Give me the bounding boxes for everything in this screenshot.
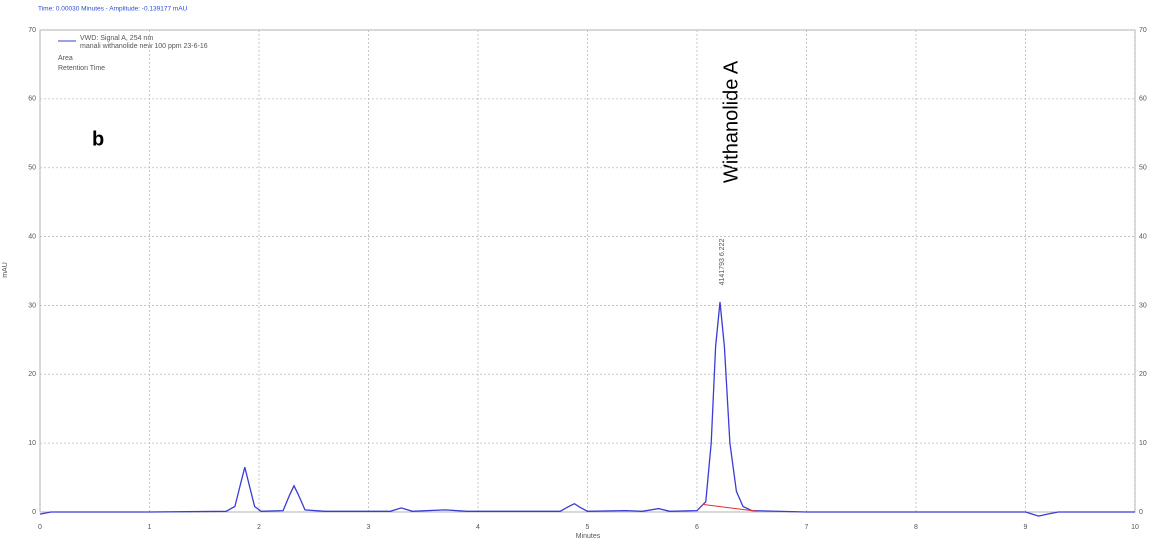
y-tick-label: 0 [32, 509, 36, 516]
y-tick-label-right: 30 [1139, 302, 1147, 309]
integration-baseline [702, 503, 758, 512]
peak-label: 4141793 6.222 [719, 239, 726, 286]
y-tick-label-right: 50 [1139, 165, 1147, 172]
y-tick-label-right: 60 [1139, 96, 1147, 103]
x-tick-label: 10 [1131, 524, 1139, 531]
header: Time: 0.00030 Minutes - Amplitude: -0.13… [38, 6, 188, 13]
y-tick-label: 50 [28, 165, 36, 172]
y-tick-label-right: 40 [1139, 233, 1147, 240]
signal-line [39, 301, 1135, 517]
x-tick-label: 9 [1024, 524, 1028, 531]
y-tick-label: 40 [28, 233, 36, 240]
y-tick-label-right: 10 [1139, 440, 1147, 447]
x-tick-label: 5 [586, 524, 590, 531]
y-tick-label: 30 [28, 302, 36, 309]
y-tick-label: 60 [28, 96, 36, 103]
x-axis-label: Minutes [576, 533, 601, 540]
y-tick-label: 10 [28, 440, 36, 447]
x-tick-label: 8 [914, 524, 918, 531]
peak-annotation: Withanolide A [720, 60, 742, 183]
x-tick-label: 7 [805, 524, 809, 531]
legend-line: Area [58, 55, 73, 62]
x-tick-label: 0 [38, 524, 42, 531]
y-tick-label-right: 20 [1139, 371, 1147, 378]
x-tick-label: 2 [257, 524, 261, 531]
x-tick-label: 6 [695, 524, 699, 531]
decor [742, 84, 750, 98]
y-tick-label: 20 [28, 371, 36, 378]
y-axis-label: mAU [2, 262, 9, 278]
legend-line: manali withanolide new 100 ppm 23-6-16 [80, 43, 208, 50]
y-tick-label-right: 0 [1139, 509, 1143, 516]
y-tick-label: 70 [28, 27, 36, 34]
x-tick-label: 4 [476, 524, 480, 531]
legend-line: Retention Time [58, 65, 105, 72]
legend-entry: VWD: Signal A, 254 nm [80, 35, 153, 42]
x-tick-label: 3 [367, 524, 371, 531]
panel-label: b [92, 128, 104, 150]
x-tick-label: 1 [148, 524, 152, 531]
y-tick-label-right: 70 [1139, 27, 1147, 34]
